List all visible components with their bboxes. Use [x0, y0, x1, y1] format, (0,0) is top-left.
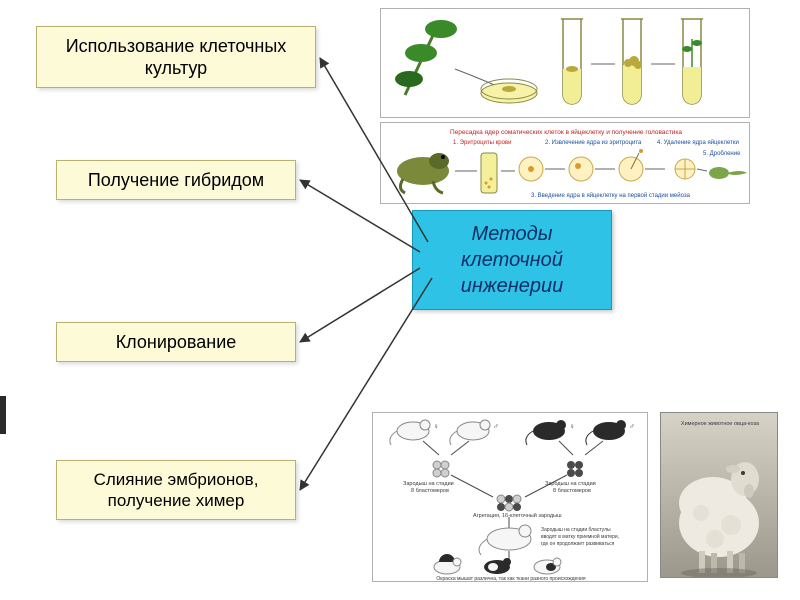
svg-text:Зародыш на стадии: Зародыш на стадии — [403, 481, 454, 487]
center-title-text: Методы клеточной инженерии — [423, 221, 601, 299]
illustration-chimera-mice: ♀ ♂ ♀ ♂ — [372, 412, 648, 582]
edge-artifact — [0, 396, 6, 434]
method-box-cloning: Клонирование — [56, 322, 296, 362]
method-box-chimeras: Слияние эмбрионов, получение химер — [56, 460, 296, 520]
svg-text:♀: ♀ — [433, 422, 439, 431]
mouse-icon — [534, 558, 561, 574]
svg-text:8 бластомеров: 8 бластомеров — [411, 488, 449, 494]
mouse-icon — [434, 554, 461, 574]
mouse-icon — [479, 525, 531, 555]
svg-text:вводят в матку приемной матери: вводят в матку приемной матери, — [541, 533, 619, 540]
mouse-icon — [586, 420, 626, 445]
method-label: Получение гибридом — [88, 169, 264, 192]
method-label: Клонирование — [116, 331, 237, 354]
method-label: Использование клеточных культур — [47, 35, 305, 80]
frog-icon — [397, 153, 449, 193]
svg-text:1. Эритроциты крови: 1. Эритроциты крови — [453, 140, 511, 146]
svg-text:♂: ♂ — [629, 422, 635, 431]
svg-text:Окраска мышат различна, так ка: Окраска мышат различна, так как ткани ра… — [436, 576, 585, 582]
tadpole-icon — [709, 167, 747, 179]
method-label: Слияние эмбрионов, получение химер — [67, 469, 285, 512]
svg-text:♂: ♂ — [493, 422, 499, 431]
mouse-icon — [450, 420, 490, 445]
diagram-canvas: Пересадка ядер соматических клеток в яйц… — [0, 0, 800, 600]
svg-text:Зародыш на стадии: Зародыш на стадии — [545, 481, 596, 487]
svg-text:Зародыш на стадии бластулы: Зародыш на стадии бластулы — [541, 527, 611, 533]
test-tube-icon — [681, 19, 703, 104]
method-box-cell-cultures: Использование клеточных культур — [36, 26, 316, 88]
svg-text:5. Дробление: 5. Дробление — [703, 151, 741, 157]
svg-text:♀: ♀ — [569, 422, 575, 431]
plant-cutting-icon — [395, 20, 457, 95]
illustration-nuclear-transfer: Пересадка ядер соматических клеток в яйц… — [380, 122, 750, 204]
svg-text:Пересадка ядер соматических кл: Пересадка ядер соматических клеток в яйц… — [450, 128, 682, 136]
vial-icon — [481, 153, 497, 193]
svg-text:8 бластомеров: 8 бластомеров — [553, 488, 591, 494]
method-box-hybridomas: Получение гибридом — [56, 160, 296, 200]
svg-text:3. Введение ядра в яйцеклетку: 3. Введение ядра в яйцеклетку на первой … — [531, 192, 691, 199]
svg-text:2. Извлечение ядра из эритроци: 2. Извлечение ядра из эритроцита — [545, 140, 642, 146]
mouse-icon — [484, 558, 511, 574]
mouse-icon — [526, 420, 566, 445]
test-tube-icon — [621, 19, 643, 104]
test-tube-icon — [561, 19, 583, 104]
illustration-tissue-culture — [380, 8, 750, 118]
svg-text:Химерное животное овца-коза: Химерное животное овца-коза — [681, 421, 760, 427]
svg-text:где он продолжает развиваться: где он продолжает развиваться — [541, 541, 615, 547]
svg-text:4. Удаление ядра яйцеклетки: 4. Удаление ядра яйцеклетки — [657, 139, 739, 146]
svg-text:Агрегация, 16-клеточный зароды: Агрегация, 16-клеточный зародыш — [473, 512, 562, 519]
center-title-box: Методы клеточной инженерии — [412, 210, 612, 310]
illustration-chimera-photo: Химерное животное овца-коза — [660, 412, 778, 578]
